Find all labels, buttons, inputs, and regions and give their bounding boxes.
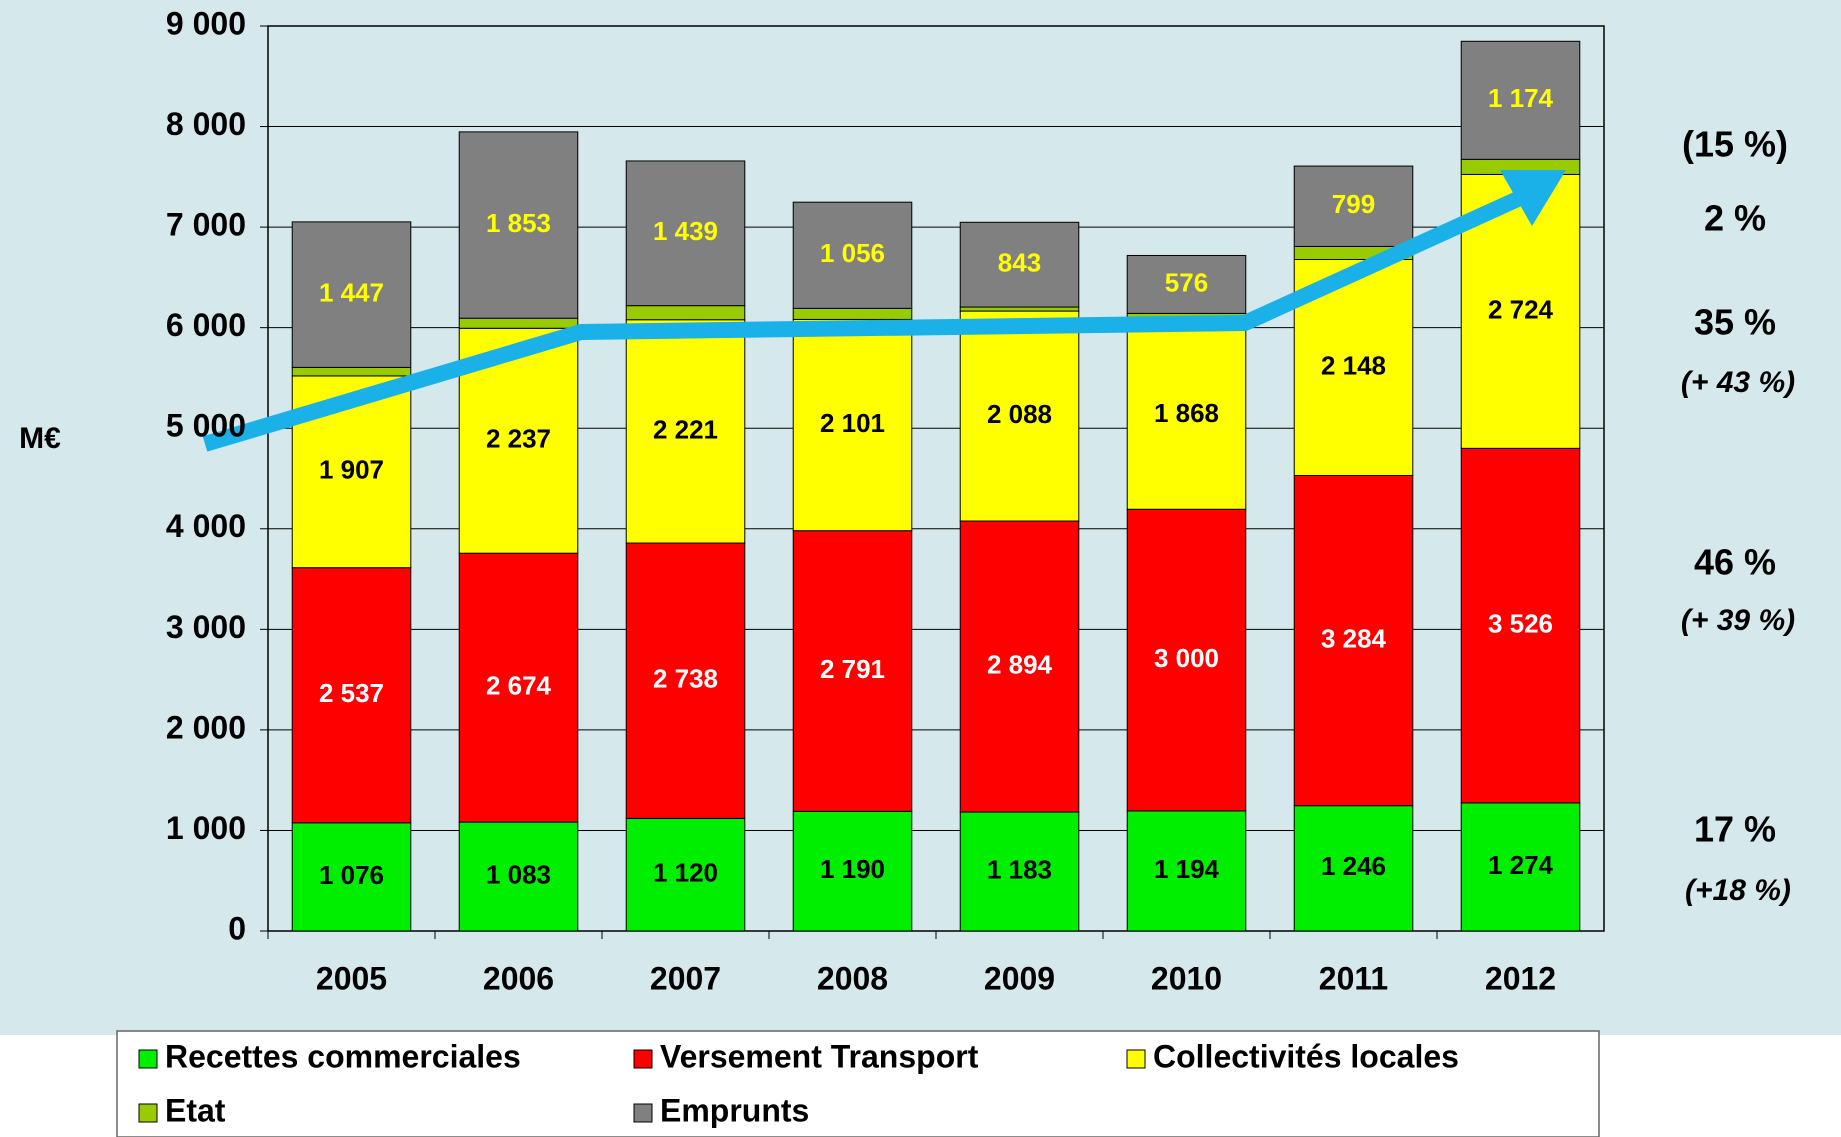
data-label: 3 526 xyxy=(1488,608,1553,638)
legend-label: Etat xyxy=(165,1092,226,1128)
x-tick-label: 2009 xyxy=(984,960,1055,996)
x-tick-label: 2010 xyxy=(1151,960,1222,996)
bar-segment xyxy=(292,367,411,376)
y-axis-label: M€ xyxy=(19,422,61,455)
legend-swatch xyxy=(634,1104,652,1122)
y-tick-label: 5 000 xyxy=(166,408,246,444)
y-tick-label: 3 000 xyxy=(166,609,246,645)
annotation: 17 % xyxy=(1694,809,1776,850)
data-label: 2 724 xyxy=(1488,294,1554,324)
data-label: 2 674 xyxy=(486,671,552,701)
bar-segment xyxy=(793,308,912,319)
annotation: 46 % xyxy=(1694,542,1776,583)
data-label: 843 xyxy=(998,248,1041,278)
legend-swatch xyxy=(634,1050,652,1068)
data-label: 2 237 xyxy=(486,424,551,454)
data-label: 1 194 xyxy=(1154,854,1220,884)
x-tick-label: 2008 xyxy=(817,960,888,996)
x-tick-label: 2011 xyxy=(1319,960,1388,996)
y-tick-label: 4 000 xyxy=(166,508,246,544)
y-tick-label: 7 000 xyxy=(166,207,246,243)
annotation: 2 % xyxy=(1704,198,1766,239)
data-label: 1 447 xyxy=(319,278,384,308)
y-tick-label: 8 000 xyxy=(166,106,246,142)
data-label: 1 439 xyxy=(653,216,718,246)
legend-label: Recettes commerciales xyxy=(165,1038,521,1074)
bar-segment xyxy=(960,307,1079,311)
data-label: 3 284 xyxy=(1321,623,1387,653)
data-label: 2 894 xyxy=(987,649,1053,679)
data-label: 2 148 xyxy=(1321,350,1386,380)
y-tick-label: 0 xyxy=(228,910,246,946)
data-label: 576 xyxy=(1165,267,1208,297)
legend-label: Collectivités locales xyxy=(1153,1038,1459,1074)
annotation: (+ 39 %) xyxy=(1681,604,1795,637)
y-tick-label: 2 000 xyxy=(166,709,246,745)
data-label: 1 083 xyxy=(486,859,551,889)
data-label: 1 274 xyxy=(1488,850,1554,880)
data-label: 799 xyxy=(1332,189,1375,219)
data-label: 1 183 xyxy=(987,854,1052,884)
y-tick-label: 1 000 xyxy=(166,810,246,846)
x-tick-label: 2005 xyxy=(316,960,387,996)
annotation: (+ 43 %) xyxy=(1681,366,1795,399)
legend-swatch xyxy=(139,1050,157,1068)
annotation: (15 %) xyxy=(1682,124,1788,165)
page: M€ 0 1 000 2 000 3 000 4 000 5 000 6 000 7 000 8… xyxy=(0,0,1841,1137)
data-label: 2 101 xyxy=(820,408,885,438)
y-tick-label: 9 000 xyxy=(166,5,246,41)
data-label: 1 120 xyxy=(653,858,718,888)
data-label: 1 853 xyxy=(486,208,551,238)
legend-swatch xyxy=(139,1104,157,1122)
data-label: 2 791 xyxy=(820,654,885,684)
data-label: 2 088 xyxy=(987,399,1052,429)
data-label: 1 907 xyxy=(319,455,384,485)
x-tick-label: 2006 xyxy=(483,960,554,996)
annotation: 35 % xyxy=(1694,302,1776,343)
chart: M€ 0 1 000 2 000 3 000 4 000 5 000 6 000 7 000 8… xyxy=(0,0,1841,1137)
data-label: 3 000 xyxy=(1154,643,1219,673)
y-tick-label: 6 000 xyxy=(166,307,246,343)
data-label: 1 868 xyxy=(1154,398,1219,428)
data-label: 1 174 xyxy=(1488,83,1554,113)
bar-segment xyxy=(459,318,578,328)
bar-segment xyxy=(626,306,745,320)
data-label: 1 056 xyxy=(820,238,885,268)
legend-swatch xyxy=(1127,1050,1145,1068)
legend-label: Emprunts xyxy=(660,1092,809,1128)
x-tick-label: 2007 xyxy=(650,960,721,996)
data-label: 2 738 xyxy=(653,664,718,694)
annotation: (+18 %) xyxy=(1685,874,1791,907)
x-tick-label: 2012 xyxy=(1485,960,1556,996)
data-label: 2 537 xyxy=(319,678,384,708)
legend-label: Versement Transport xyxy=(660,1038,979,1074)
data-label: 1 190 xyxy=(820,854,885,884)
data-label: 2 221 xyxy=(653,414,718,444)
data-label: 1 246 xyxy=(1321,851,1386,881)
data-label: 1 076 xyxy=(319,860,384,890)
